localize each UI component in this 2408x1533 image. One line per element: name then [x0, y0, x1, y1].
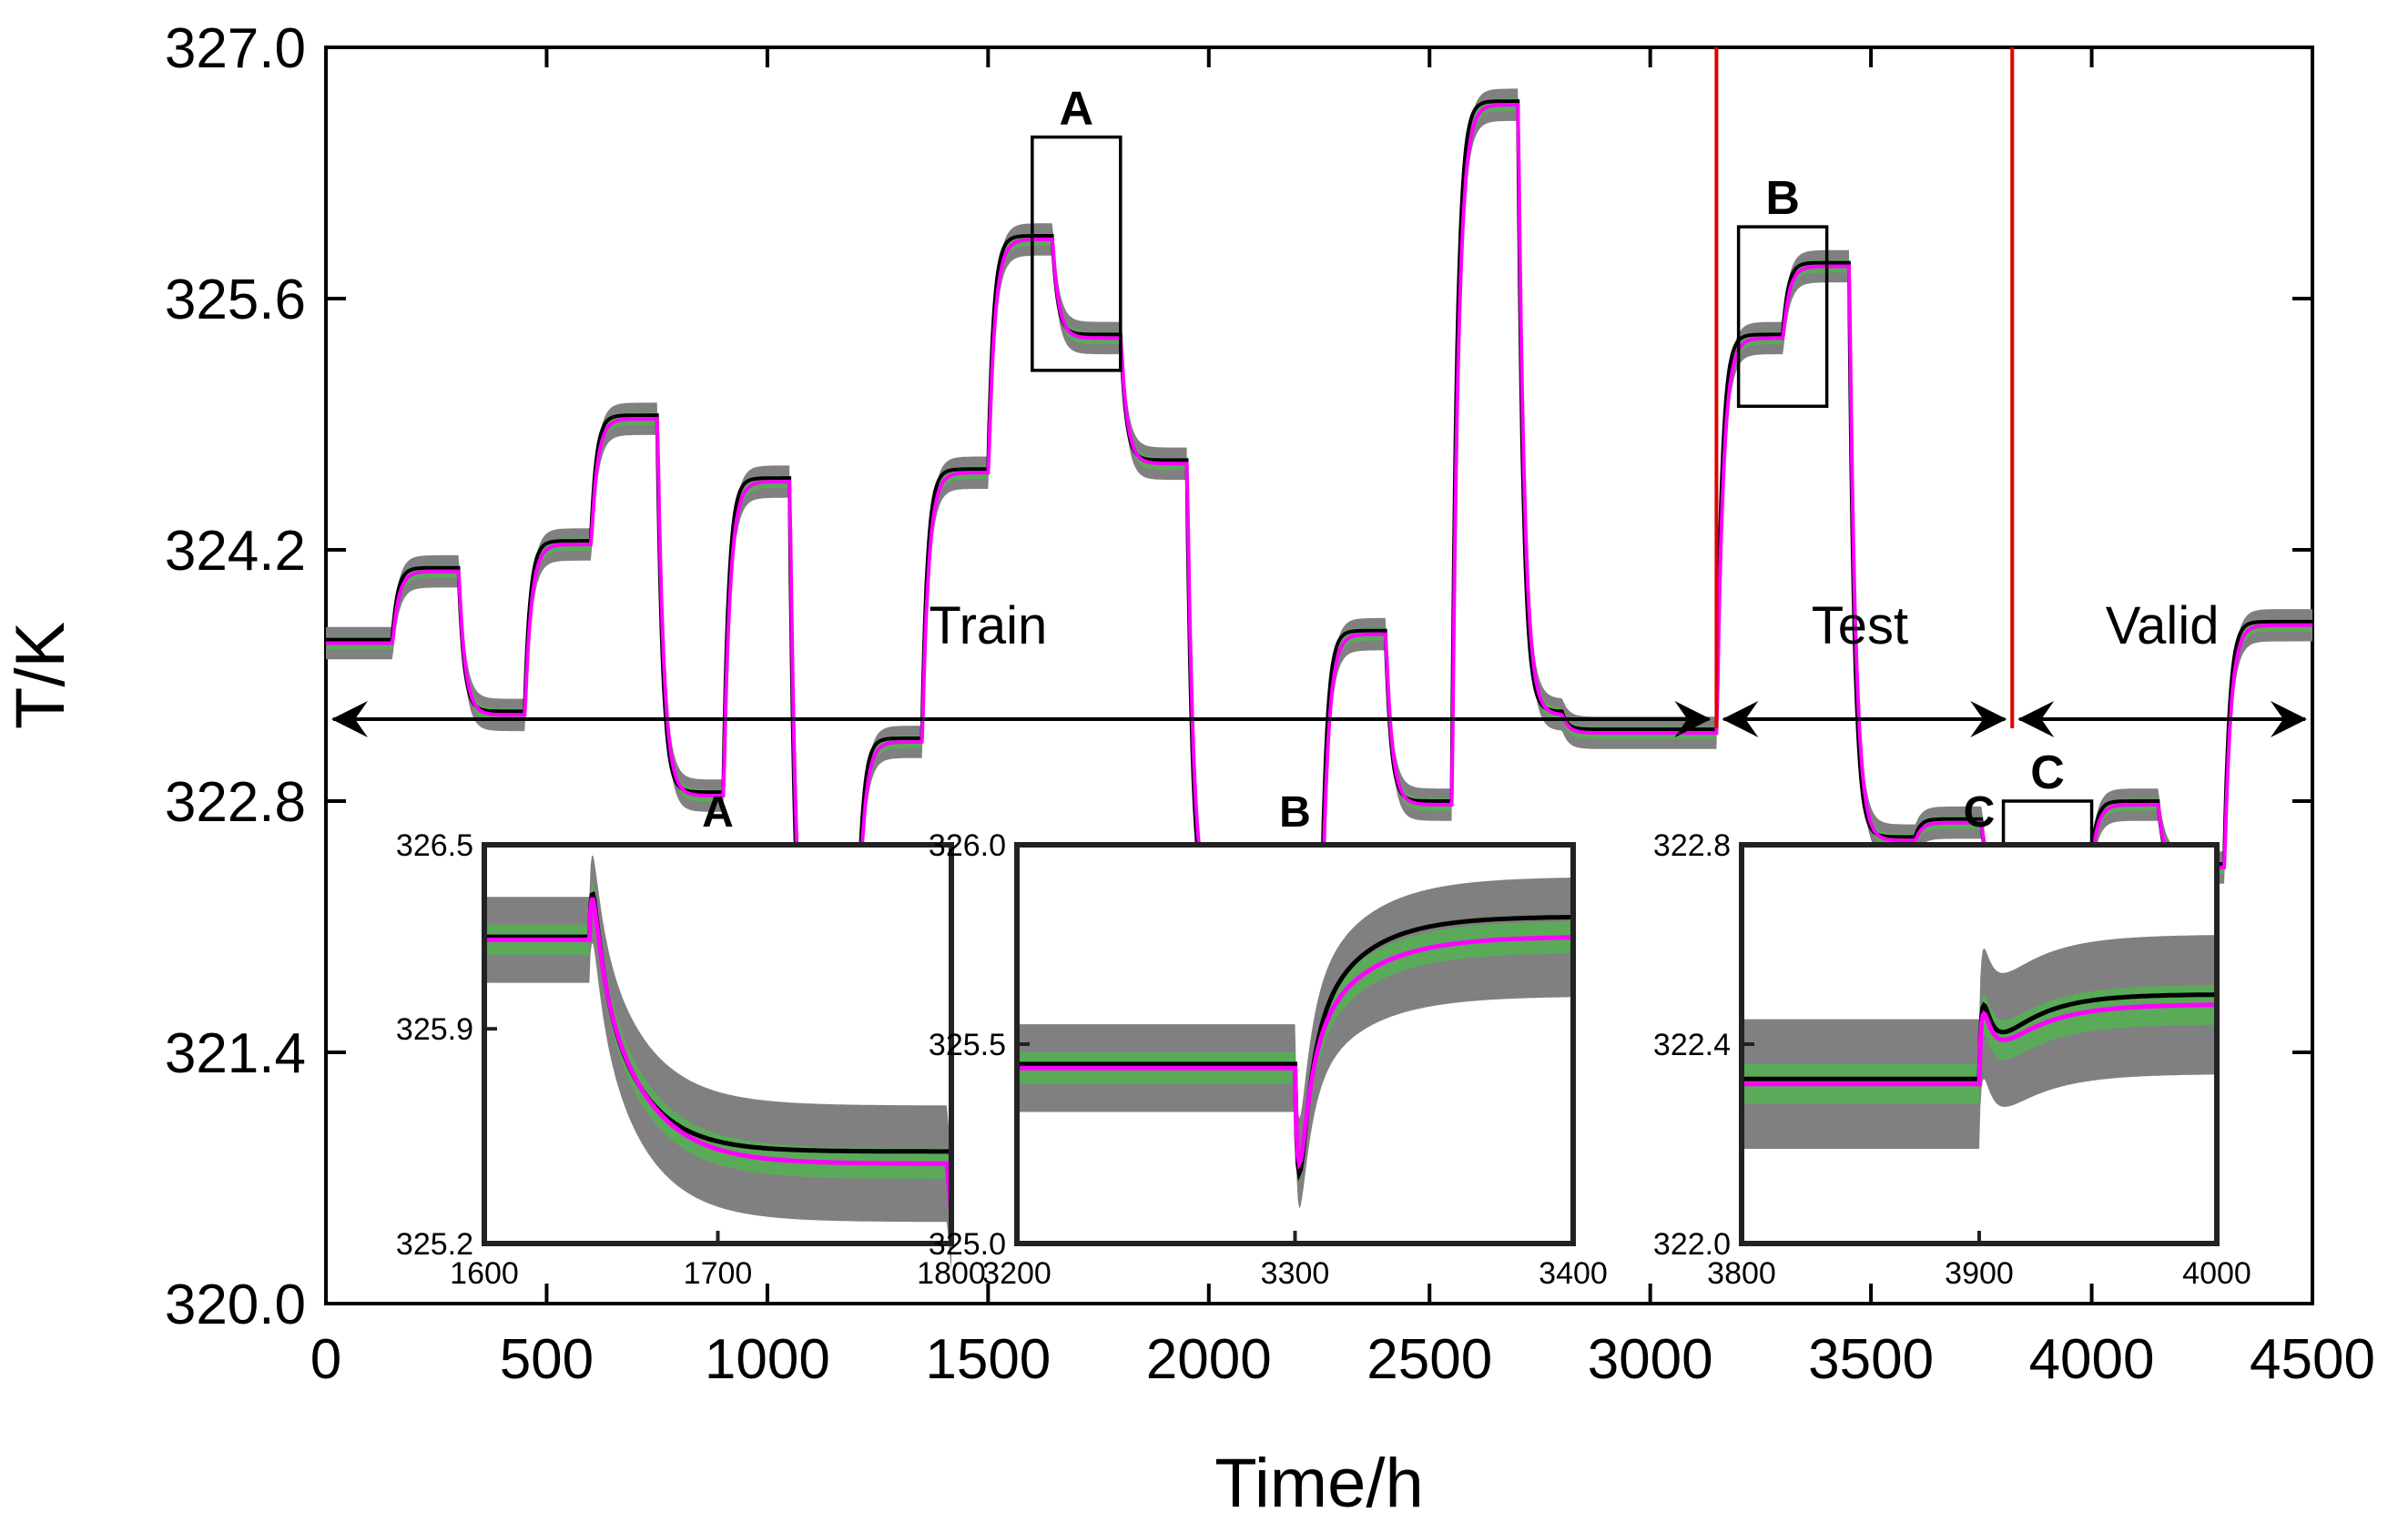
inset-prediction-line [1742, 1002, 2217, 1087]
inset-x-tick-label: 3800 [1707, 1256, 1776, 1291]
inset-prediction-line [484, 897, 954, 1213]
inset-x-tick-label: 3200 [982, 1256, 1052, 1291]
inset-y-tick-label: 322.4 [1653, 1028, 1731, 1062]
x-tick-label: 2000 [1146, 1328, 1272, 1391]
inset-inner-band [1742, 984, 2217, 1104]
x-tick-label: 1500 [925, 1328, 1051, 1391]
y-tick-label: 327.0 [165, 17, 306, 80]
inset-title: C [1964, 788, 1996, 837]
zoom-box-b [1736, 225, 1829, 409]
inset-y-tick-label: 325.5 [929, 1028, 1006, 1062]
inset-y-tick-label: 322.8 [1653, 828, 1731, 863]
zoom-box-a [1031, 135, 1123, 372]
zoom-box-label-a: A [1060, 83, 1094, 136]
x-tick-label: 2500 [1367, 1328, 1492, 1391]
y-tick-label: 324.2 [165, 520, 306, 583]
inset-y-tick-label: 326.5 [396, 828, 473, 863]
x-tick-label: 4000 [2029, 1328, 2155, 1391]
inset-x-tick-label: 1700 [684, 1256, 753, 1291]
zoom-box-label-b: B [1765, 172, 1800, 225]
x-tick-label: 500 [500, 1328, 594, 1391]
inset-x-tick-label: 3300 [1261, 1256, 1330, 1291]
region-label-test: Test [1812, 596, 1908, 655]
region-label-train: Train [929, 596, 1047, 655]
y-tick-label: 322.8 [165, 771, 306, 834]
inset-a: 1600 1700 1800 325.2 325.9 326.5 A [396, 788, 986, 1291]
y-tick-label: 320.0 [165, 1274, 306, 1336]
x-tick-label: 3500 [1808, 1328, 1934, 1391]
inset-y-tick-label: 325.2 [396, 1227, 473, 1262]
inset-actual-line [484, 890, 951, 1154]
inset-y-tick-label: 325.0 [929, 1227, 1006, 1262]
inset-x-tick-label: 1800 [917, 1256, 986, 1291]
main-plot-frame [324, 46, 2314, 1305]
inset-y-tick-label: 322.0 [1653, 1227, 1731, 1262]
x-tick-label: 4500 [2250, 1328, 2375, 1391]
x-tick-label: 3000 [1588, 1328, 1713, 1391]
y-tick-label: 325.6 [165, 269, 306, 331]
inset-x-tick-label: 3400 [1539, 1256, 1608, 1291]
inset-x-tick-label: 1600 [450, 1256, 519, 1291]
inset-x-tick-label: 3900 [1945, 1256, 2014, 1291]
y-axis-label: T/K [2, 622, 79, 729]
insets-layer: 1600 1700 1800 325.2 325.9 326.5 A 3200 3300 3400… [396, 788, 2251, 1291]
inset-inner-band [1017, 921, 1573, 1180]
main-plot-layer: 0 500 1000 1500 2000 2500 3000 3500 4000 4500 320.… [165, 17, 2375, 1391]
inset-title: A [702, 788, 734, 837]
inset-c: 3800 3900 4000 322.0 322.4 322.8 C [1653, 788, 2251, 1291]
y-tick-label: 321.4 [165, 1022, 306, 1085]
inset-b: 3200 3300 3400 325.0 325.5 326.0 B [929, 788, 1608, 1291]
inset-y-tick-label: 325.9 [396, 1012, 473, 1047]
inset-y-tick-label: 326.0 [929, 828, 1006, 863]
x-tick-label: 1000 [705, 1328, 830, 1391]
inset-title: B [1279, 788, 1311, 837]
region-label-valid: Valid [2106, 596, 2220, 655]
x-tick-label: 0 [310, 1328, 341, 1391]
inset-actual-line [1017, 915, 1573, 1182]
inset-prediction-line [1017, 935, 1573, 1171]
zoom-box-label-c: C [2030, 746, 2065, 799]
x-axis-label: Time/h [1214, 1445, 1423, 1522]
inset-x-tick-label: 4000 [2182, 1256, 2251, 1291]
